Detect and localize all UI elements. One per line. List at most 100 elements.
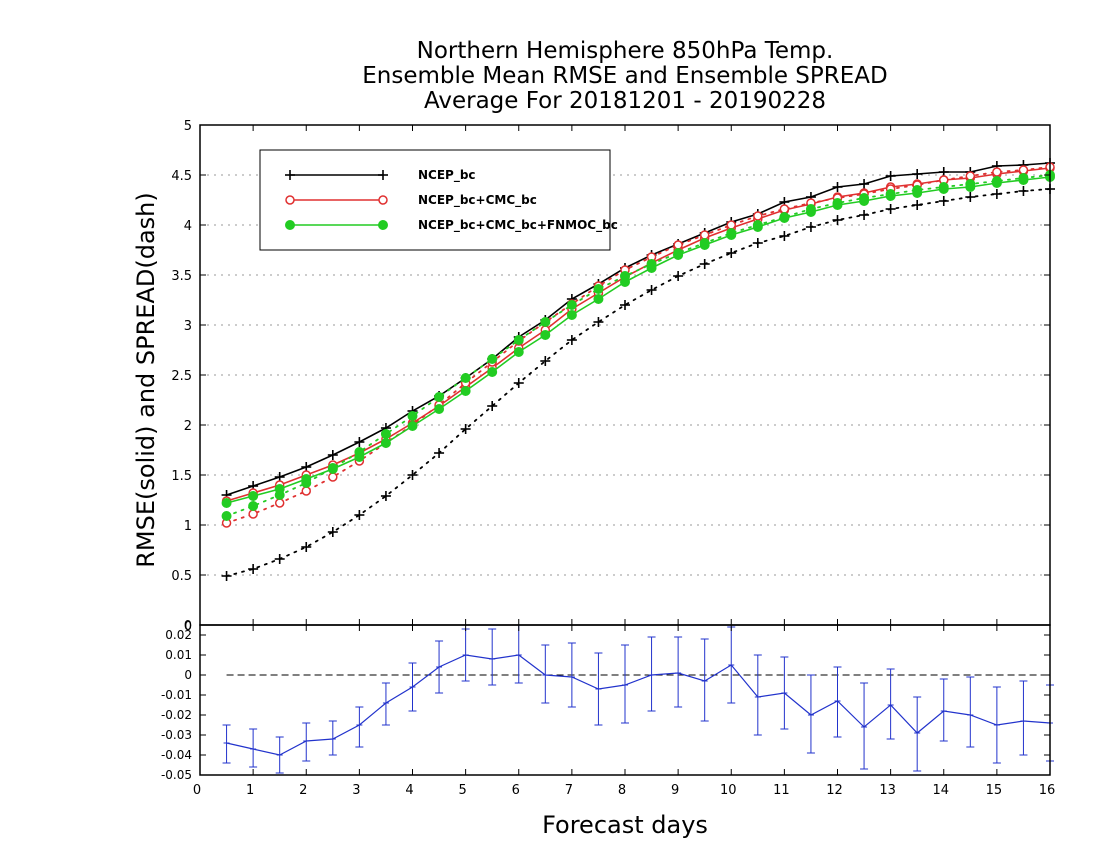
error-bar — [1019, 680, 1028, 756]
y-tick-label: 0 — [184, 668, 192, 682]
plus-marker — [752, 238, 763, 248]
legend-label: NCEP_bc — [418, 168, 476, 183]
chart-title: Northern Hemisphere 850hPa Temp.Ensemble… — [362, 38, 887, 114]
open-circle-marker — [965, 171, 976, 181]
open-circle-marker — [378, 195, 388, 205]
error-bar — [567, 642, 576, 708]
error-bar — [939, 678, 948, 742]
plus-marker — [912, 200, 923, 210]
x-tick-label: 3 — [352, 783, 360, 798]
x-tick-label: 14 — [932, 783, 949, 798]
error-bar — [488, 628, 497, 686]
series-ncep-bc-spread — [221, 184, 1055, 581]
y-tick-label: -0.03 — [161, 728, 192, 742]
x-tick-label: 9 — [671, 783, 679, 798]
filled-circle-marker — [487, 367, 498, 377]
plus-marker — [221, 571, 232, 581]
error-bar — [541, 644, 550, 704]
filled-circle-marker — [380, 429, 391, 439]
plus-marker — [779, 231, 790, 241]
filled-circle-marker — [991, 176, 1002, 186]
plus-marker — [434, 448, 445, 458]
plus-marker — [378, 170, 388, 180]
x-tick-label: 16 — [1039, 783, 1056, 798]
plus-marker — [885, 171, 896, 181]
filled-circle-marker — [221, 498, 232, 508]
filled-circle-marker — [620, 271, 630, 281]
filled-circle-marker — [885, 189, 896, 199]
filled-circle-marker — [699, 238, 710, 248]
difference-line — [226, 654, 1051, 756]
plus-marker — [912, 169, 923, 179]
main-panel-series — [221, 158, 1055, 581]
error-bar — [647, 636, 656, 712]
filled-circle-marker — [513, 335, 524, 345]
error-bar — [727, 626, 736, 704]
x-tick-label: 12 — [826, 783, 843, 798]
filled-circle-marker — [407, 421, 418, 431]
filled-circle-marker — [805, 204, 816, 214]
filled-circle-marker — [285, 220, 295, 230]
error-bar — [514, 624, 523, 684]
y-tick-label: 4 — [184, 219, 192, 234]
error-bar — [381, 682, 390, 726]
y-tick-label: 0.01 — [165, 648, 192, 662]
plus-marker — [593, 317, 604, 327]
x-tick-label: 10 — [720, 783, 737, 798]
x-tick-label: 0 — [193, 783, 201, 798]
plus-marker — [354, 437, 365, 447]
filled-circle-marker — [434, 392, 445, 402]
plus-marker — [805, 222, 816, 232]
filled-circle-marker — [593, 294, 604, 304]
error-bar — [355, 706, 364, 748]
x-tick-label: 15 — [986, 783, 1003, 798]
filled-circle-marker — [752, 220, 763, 230]
filled-circle-marker — [248, 491, 259, 501]
filled-circle-marker — [673, 248, 684, 258]
y-tick-label: 0.02 — [165, 628, 192, 642]
plus-marker — [646, 285, 657, 295]
error-bar — [594, 652, 603, 726]
y-tick-label: 1 — [184, 519, 192, 534]
plus-marker — [540, 356, 551, 366]
open-circle-marker — [992, 167, 1002, 177]
error-bar — [806, 674, 815, 754]
error-bar — [700, 638, 709, 722]
filled-circle-marker — [460, 386, 471, 396]
plus-marker — [832, 215, 843, 225]
filled-circle-marker — [646, 259, 657, 269]
filled-circle-marker — [301, 478, 312, 488]
filled-circle-marker — [378, 220, 388, 230]
plus-marker — [991, 189, 1002, 199]
open-circle-marker — [248, 509, 258, 519]
chart-title-line-1: Northern Hemisphere 850hPa Temp. — [417, 38, 834, 64]
y-tick-label: 0 — [184, 619, 192, 634]
x-tick-label: 1 — [246, 783, 254, 798]
error-bar — [408, 662, 417, 712]
open-circle-marker — [285, 195, 295, 205]
plus-marker — [407, 470, 418, 480]
x-tick-label: 4 — [405, 783, 413, 798]
error-bar — [860, 682, 869, 770]
open-circle-marker — [726, 220, 736, 230]
x-tick-label: 2 — [299, 783, 307, 798]
y-tick-label: 1.5 — [171, 469, 192, 484]
open-circle-marker — [301, 486, 311, 496]
filled-circle-marker — [540, 330, 551, 340]
error-bar — [621, 644, 629, 724]
error-bar — [275, 736, 284, 774]
plus-marker — [832, 182, 843, 192]
error-bar — [753, 654, 762, 736]
plus-marker — [566, 335, 577, 345]
plus-marker — [285, 170, 295, 180]
plus-marker — [380, 491, 391, 501]
legend-label: NCEP_bc+CMC_bc — [418, 193, 537, 208]
filled-circle-marker — [832, 198, 843, 208]
plus-marker — [859, 210, 870, 220]
plus-marker — [248, 564, 259, 574]
x-axis-ticks: 0 1 2 3 4 5 6 7 8 9 10 11 12 13 14 15 16 — [193, 125, 1055, 798]
filled-circle-marker — [779, 212, 790, 222]
filled-circle-marker — [938, 182, 949, 192]
difference-panel-series — [222, 624, 1054, 774]
